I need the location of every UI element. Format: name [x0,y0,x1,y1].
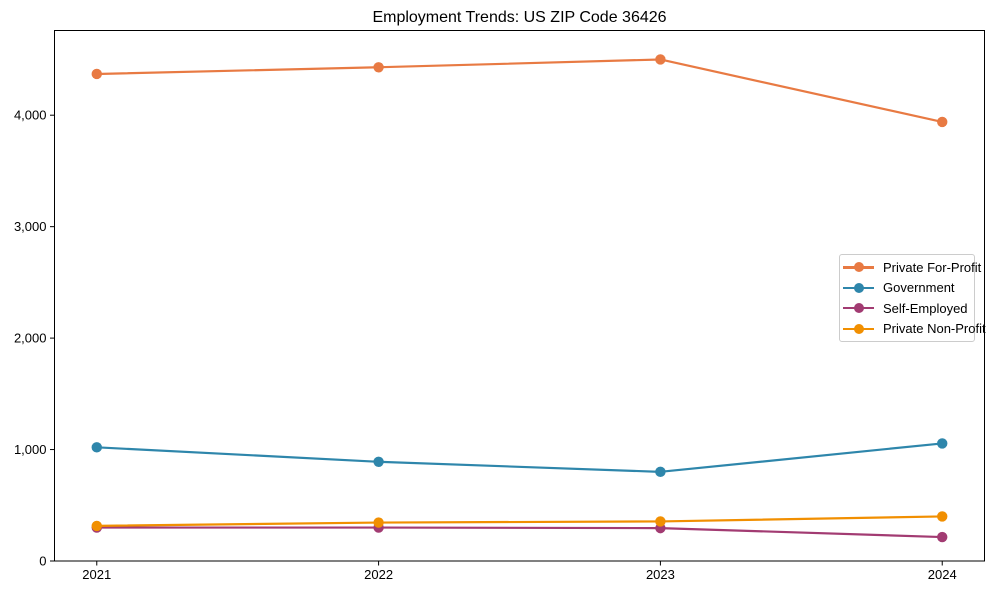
legend-marker-self-employed [843,303,874,314]
data-point-self-employed-2024 [937,531,948,543]
legend-marker-government [843,282,874,293]
data-point-government-2021 [91,442,102,453]
data-point-government-2024 [937,438,948,449]
data-point-private-for-profit-2021 [91,68,102,80]
legend-dot-sample [853,323,864,334]
legend-label: Private Non-Profit [883,321,986,337]
legend-dot-sample [853,282,864,293]
data-point-private-non-profit-2023 [655,516,666,527]
data-point-private-non-profit-2022 [373,517,384,528]
legend-marker-private-for-profit [843,262,874,273]
data-point-government-2023 [655,466,666,478]
legend-item-private-non-profit: Private Non-Profit [843,319,986,339]
legend-label: Self-Employed [883,300,968,316]
data-point-private-for-profit-2023 [655,54,666,65]
legend: Private For-Profit Government Self-Employe… [839,254,986,342]
legend-label: Government [883,280,955,296]
series-line-self-employed [95,526,944,539]
legend-item-self-employed: Self-Employed [843,298,970,318]
legend-dot-sample [853,262,864,273]
legend-marker-private-non-profit [843,323,874,334]
y-tick-label: 2,000 [14,331,47,346]
series-line-government [95,442,944,473]
plot-border [54,30,985,562]
data-point-private-for-profit-2024 [937,116,948,128]
data-point-private-non-profit-2024 [937,511,948,522]
legend-item-private-for-profit: Private For-Profit [843,257,981,277]
series-line-private-for-profit [95,58,944,123]
y-tick-label: 0 [39,554,46,569]
y-tick-label: 4,000 [14,108,47,123]
legend-item-government: Government [843,278,970,298]
data-point-private-for-profit-2022 [373,62,384,73]
x-tick-label: 2023 [646,567,675,582]
x-tick-label: 2021 [82,567,111,582]
y-tick-label: 1,000 [14,442,47,457]
legend-label: Private For-Profit [883,259,982,275]
chart-title: Employment Trends: US ZIP Code 36426 [372,9,667,26]
x-tick-label: 2022 [364,567,393,582]
y-tick-label: 3,000 [14,219,47,234]
legend-dot-sample [853,303,864,314]
data-point-private-non-profit-2021 [91,520,102,532]
x-tick-label: 2024 [928,567,957,582]
data-point-government-2022 [373,456,384,468]
series-line-private-non-profit [95,515,944,527]
